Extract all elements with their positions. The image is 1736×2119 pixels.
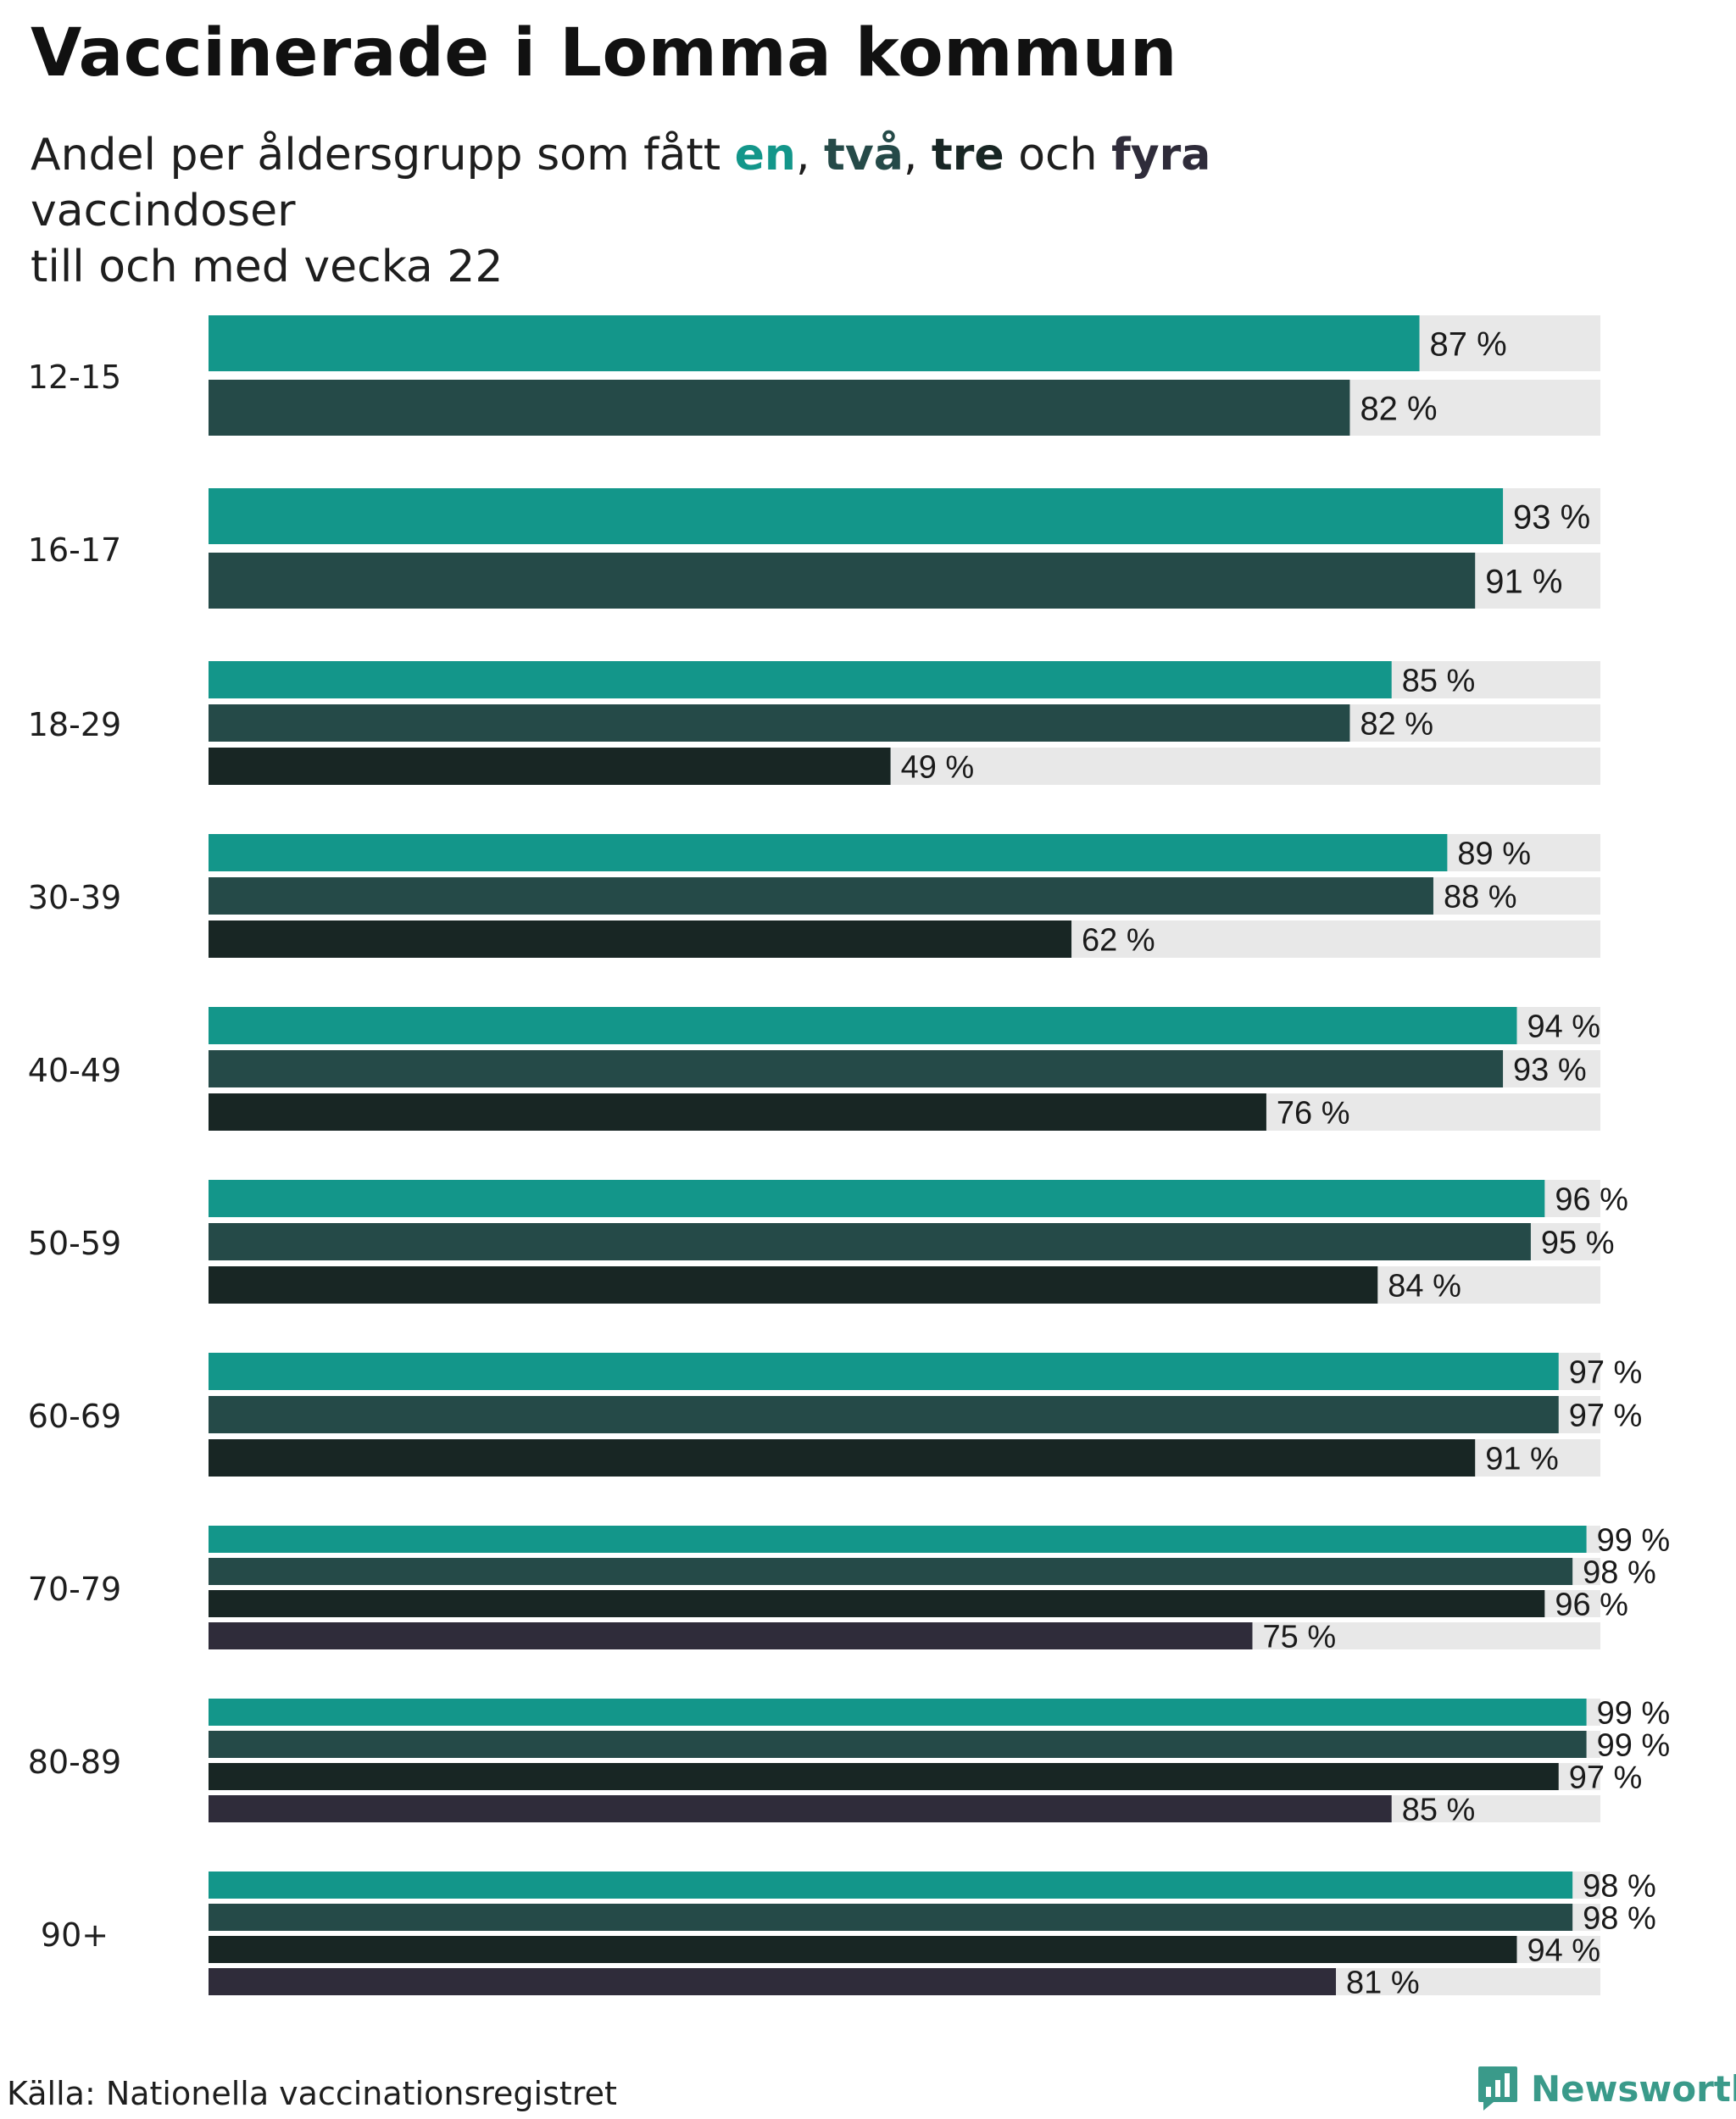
newsworthy-logo: Newsworthy [1477,2065,1736,2112]
data-label: 49 % [901,750,975,786]
subtitle-separator: , [795,130,825,181]
bar-tre [209,1590,1545,1617]
data-label: 93 % [1513,1053,1587,1088]
chart-subtitle: Andel per åldersgrupp som fått en, två, … [31,127,1488,295]
data-label: 94 % [1527,1009,1600,1045]
bar-en [209,488,1504,544]
data-label: 85 % [1402,664,1476,699]
category-label: 50-59 [28,1225,121,1262]
bar-två [209,877,1433,915]
subtitle-separator: , [903,130,932,181]
data-label: 76 % [1277,1096,1350,1132]
bar-tre [209,920,1072,958]
brand-name: Newsworthy [1531,2067,1736,2110]
legend-dose-3: tre [931,130,1004,181]
category-label: 90+ [41,1916,108,1954]
data-label: 98 % [1583,1555,1656,1591]
bar-en [209,1007,1517,1044]
data-label: 96 % [1555,1588,1628,1623]
category-label: 12-15 [28,359,121,396]
data-label: 84 % [1388,1269,1461,1304]
data-label: 97 % [1569,1399,1643,1434]
bar-en [209,1526,1587,1553]
bar-tre [209,1763,1559,1790]
bar-tre [209,748,891,785]
data-label: 91 % [1485,1442,1559,1477]
bar-tre [209,1093,1266,1131]
bar-två [209,1223,1531,1260]
data-label: 82 % [1360,390,1437,427]
data-label: 98 % [1583,1869,1656,1905]
data-label: 89 % [1457,837,1531,872]
bar-chart: 12-15 87 % 82 % 16-17 93 % 91 % 18-29 85 % 82 % 4… [28,315,1671,2001]
subtitle-suffix: vaccindoser [31,186,296,236]
bar-två [209,553,1476,609]
bar-chart-logo-icon [1478,2066,1517,2111]
category-label: 18-29 [28,706,121,743]
data-label: 82 % [1360,707,1433,742]
bar-två [209,1558,1573,1585]
legend-dose-2: två [824,130,904,181]
bar-två [209,1731,1587,1758]
bar-två [209,380,1350,436]
data-label: 91 % [1485,563,1562,600]
data-label: 93 % [1513,498,1590,536]
data-label: 75 % [1263,1620,1337,1655]
bar-en [209,834,1448,871]
data-label: 96 % [1555,1182,1628,1218]
chart-title: Vaccinerade i Lomma kommun [31,15,1177,92]
bar-en [209,1872,1573,1899]
data-label: 87 % [1430,325,1507,363]
source-note: Källa: Nationella vaccinationsregistret [7,2075,617,2112]
bar-en [209,661,1392,698]
data-label: 99 % [1597,1728,1671,1764]
bar-fyra [209,1795,1392,1822]
category-label: 80-89 [28,1744,121,1781]
data-label: 95 % [1541,1226,1615,1261]
data-label: 99 % [1597,1696,1671,1732]
data-label: 85 % [1402,1793,1476,1828]
data-label: 97 % [1569,1355,1643,1391]
bar-fyra [209,1622,1253,1649]
legend-dose-4: fyra [1111,130,1211,181]
data-label: 81 % [1346,1966,1420,2001]
subtitle-conjunction: och [1004,130,1112,181]
bar-en [209,1353,1559,1390]
legend-dose-1: en [734,130,796,181]
category-label: 16-17 [28,531,121,569]
category-label: 40-49 [28,1052,121,1089]
bar-tre [209,1936,1517,1963]
bar-två [209,1050,1504,1087]
subtitle-prefix: Andel per åldersgrupp som fått [31,130,735,181]
bar-två [209,1396,1559,1433]
data-label: 98 % [1583,1901,1656,1937]
bar-en [209,1699,1587,1726]
data-label: 97 % [1569,1760,1643,1796]
subtitle-period: till och med vecka 22 [31,242,504,292]
category-label: 70-79 [28,1571,121,1608]
category-label: 60-69 [28,1398,121,1435]
data-label: 99 % [1597,1523,1671,1559]
bar-en [209,1180,1545,1217]
bar-två [209,1904,1573,1931]
bar-tre [209,1439,1476,1477]
bar-en [209,315,1420,371]
bar-fyra [209,1968,1337,1995]
data-label: 88 % [1444,880,1517,915]
bar-två [209,704,1350,742]
data-label: 94 % [1527,1933,1600,1969]
category-label: 30-39 [28,879,121,916]
bar-tre [209,1266,1378,1304]
data-label: 62 % [1082,923,1155,959]
